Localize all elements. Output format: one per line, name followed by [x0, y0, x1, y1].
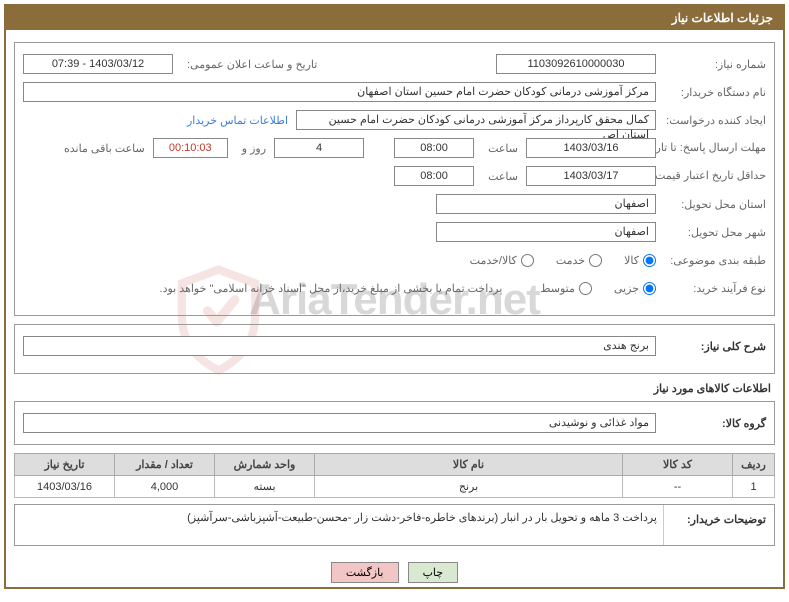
price-date-field: 1403/03/17	[526, 166, 656, 186]
proc-small-label: جزیی	[614, 282, 639, 295]
th-name: نام کالا	[315, 454, 623, 476]
need-desc-label: شرح کلی نیاز:	[656, 340, 766, 353]
items-section-title: اطلاعات کالاهای مورد نیاز	[18, 382, 771, 395]
goods-group-field: مواد غذائی و نوشیدنی	[23, 413, 656, 433]
reply-date-field: 1403/03/16	[526, 138, 656, 158]
buyer-notes-box: توضیحات خریدار: پرداخت 3 ماهه و تحویل با…	[14, 504, 775, 546]
category-label: طبقه بندی موضوعی:	[656, 254, 766, 267]
category-radio-group: کالا خدمت کالا/خدمت	[452, 254, 656, 267]
buyer-org-field: مرکز آموزشی درمانی کودکان حضرت امام حسین…	[23, 82, 656, 102]
countdown-field: 00:10:03	[153, 138, 228, 158]
city-field: اصفهان	[436, 222, 656, 242]
price-hour-field: 08:00	[394, 166, 474, 186]
desc-section: شرح کلی نیاز: برنج هندی	[14, 324, 775, 374]
proc-small-radio[interactable]	[643, 282, 656, 295]
cat-goods-radio[interactable]	[643, 254, 656, 267]
proc-medium-label: متوسط	[540, 282, 575, 295]
hour-label-1: ساعت	[482, 142, 518, 155]
th-unit: واحد شمارش	[215, 454, 315, 476]
cat-both-radio[interactable]	[521, 254, 534, 267]
td-date: 1403/03/16	[15, 476, 115, 498]
days-field: 4	[274, 138, 364, 158]
td-qty: 4,000	[115, 476, 215, 498]
cat-service-label: خدمت	[556, 254, 585, 267]
hour-label-2: ساعت	[482, 170, 518, 183]
buyer-notes-label: توضیحات خریدار:	[664, 505, 774, 545]
table-row: 1 -- برنج بسته 4,000 1403/03/16	[15, 476, 775, 498]
days-and-label: روز و	[236, 142, 266, 155]
need-no-field: 1103092610000030	[496, 54, 656, 74]
proc-medium-radio[interactable]	[579, 282, 592, 295]
payment-note: پرداخت تمام یا بخشی از مبلغ خرید،از محل …	[160, 282, 503, 295]
city-label: شهر محل تحویل:	[656, 226, 766, 239]
process-type-label: نوع فرآیند خرید:	[656, 282, 766, 295]
cat-service-radio[interactable]	[589, 254, 602, 267]
td-row: 1	[733, 476, 775, 498]
td-name: برنج	[315, 476, 623, 498]
need-no-label: شماره نیاز:	[656, 58, 766, 71]
td-unit: بسته	[215, 476, 315, 498]
cat-goods-label: کالا	[624, 254, 639, 267]
td-code: --	[623, 476, 733, 498]
time-left-label: ساعت باقی مانده	[58, 142, 145, 155]
table-header-row: ردیف کد کالا نام کالا واحد شمارش تعداد /…	[15, 454, 775, 476]
requester-label: ایجاد کننده درخواست:	[656, 114, 766, 127]
contact-info-link[interactable]: اطلاعات تماس خریدار	[187, 114, 288, 127]
panel-title: جزئیات اطلاعات نیاز	[6, 6, 783, 30]
button-row: چاپ بازگشت	[6, 554, 783, 587]
th-row: ردیف	[733, 454, 775, 476]
province-field: اصفهان	[436, 194, 656, 214]
buyer-org-label: نام دستگاه خریدار:	[656, 86, 766, 99]
items-table: ردیف کد کالا نام کالا واحد شمارش تعداد /…	[14, 453, 775, 498]
announce-date-field: 1403/03/12 - 07:39	[23, 54, 173, 74]
print-button[interactable]: چاپ	[408, 562, 459, 583]
reply-deadline-label: مهلت ارسال پاسخ: تا تاریخ:	[656, 142, 766, 154]
th-date: تاریخ نیاز	[15, 454, 115, 476]
main-form-section: شماره نیاز: 1103092610000030 تاریخ و ساع…	[14, 42, 775, 316]
items-section: گروه کالا: مواد غذائی و نوشیدنی	[14, 401, 775, 445]
price-validity-label: حداقل تاریخ اعتبار قیمت: تا تاریخ:	[656, 170, 766, 182]
th-code: کد کالا	[623, 454, 733, 476]
cat-both-label: کالا/خدمت	[470, 254, 517, 267]
back-button[interactable]: بازگشت	[331, 562, 399, 583]
th-qty: تعداد / مقدار	[115, 454, 215, 476]
reply-hour-field: 08:00	[394, 138, 474, 158]
goods-group-label: گروه کالا:	[656, 417, 766, 430]
requester-field: کمال محقق کارپرداز مرکز آموزشی درمانی کو…	[296, 110, 656, 130]
announce-date-label: تاریخ و ساعت اعلان عمومی:	[181, 58, 317, 71]
province-label: استان محل تحویل:	[656, 198, 766, 211]
need-desc-field: برنج هندی	[23, 336, 656, 356]
process-radio-group: جزیی متوسط	[522, 282, 656, 295]
buyer-notes-content: پرداخت 3 ماهه و تحویل بار در انبار (برند…	[15, 505, 664, 545]
